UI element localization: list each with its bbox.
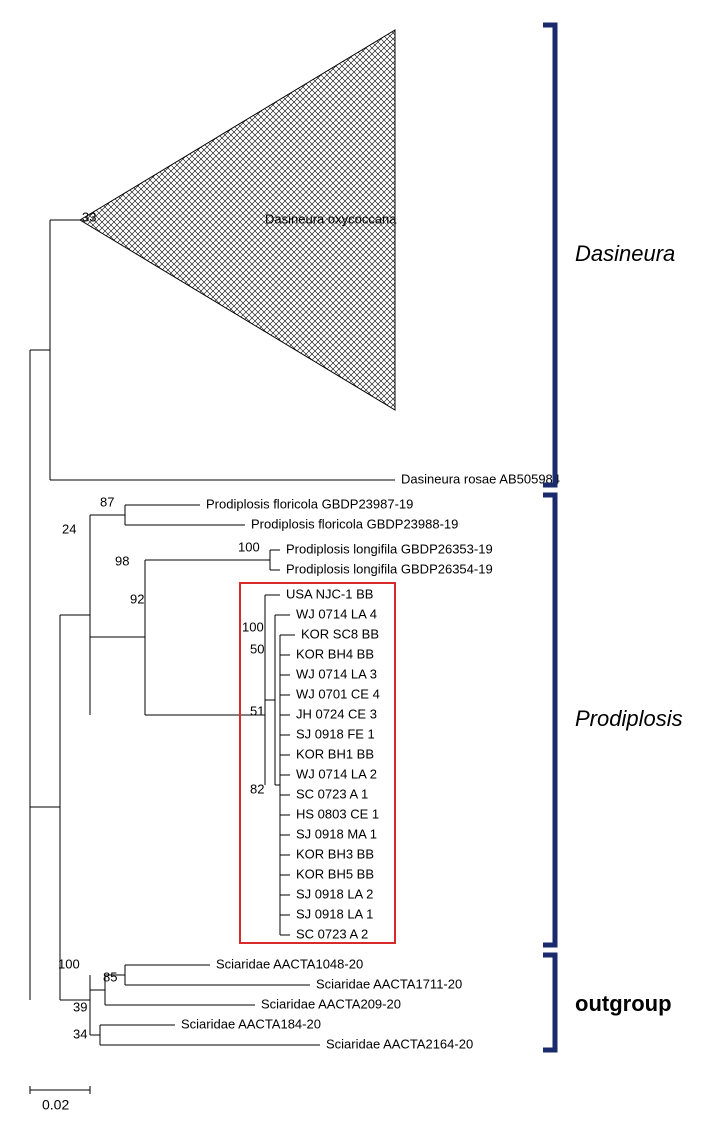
svg-text:100: 100	[242, 619, 264, 634]
svg-text:50: 50	[250, 641, 264, 656]
svg-text:98: 98	[115, 553, 129, 568]
svg-text:100: 100	[58, 956, 80, 971]
group-bracket	[543, 25, 555, 485]
tip-label: SJ 0918 MA 1	[296, 826, 377, 841]
tip-label: HS 0803 CE 1	[296, 806, 379, 821]
tip-label: SJ 0918 LA 2	[296, 886, 373, 901]
tip-label: JH 0724 CE 3	[296, 706, 377, 721]
tip-label: USA NJC-1 BB	[286, 586, 373, 601]
group-label: Prodiplosis	[575, 706, 683, 731]
svg-text:39: 39	[73, 999, 87, 1014]
svg-text:Dasineura oxycoccana: Dasineura oxycoccana	[265, 211, 397, 226]
tip-label: Dasineura rosae AB505984	[401, 471, 560, 486]
tip-label: KOR BH4 BB	[296, 646, 374, 661]
svg-text:34: 34	[73, 1026, 87, 1041]
tip-label: Sciaridae AACTA1711-20	[316, 976, 462, 991]
tip-label: Prodiplosis floricola GBDP23988-19	[251, 516, 458, 531]
group-label: outgroup	[575, 991, 672, 1016]
svg-text:92: 92	[130, 591, 144, 606]
tip-label: SJ 0918 FE 1	[296, 726, 375, 741]
tip-label: WJ 0714 LA 3	[296, 666, 377, 681]
group-bracket	[543, 495, 555, 945]
group-bracket	[543, 955, 555, 1050]
tip-label: Prodiplosis floricola GBDP23987-19	[206, 496, 413, 511]
svg-text:87: 87	[100, 494, 114, 509]
tip-label: Sciaridae AACTA2164-20	[326, 1036, 473, 1051]
svg-text:33: 33	[82, 209, 96, 224]
phylogenetic-tree: Dasineura oxycoccana 33 24 87 98 100 92 100 50 51…	[0, 0, 728, 1136]
svg-text:82: 82	[250, 781, 264, 796]
svg-text:100: 100	[238, 539, 260, 554]
tip-label: SJ 0918 LA 1	[296, 906, 373, 921]
tip-label: KOR BH3 BB	[296, 846, 374, 861]
tip-label: KOR BH5 BB	[296, 866, 374, 881]
tip-label: Sciaridae AACTA209-20	[261, 996, 401, 1011]
tip-label: Prodiplosis longifila GBDP26353-19	[286, 541, 493, 556]
tip-label: KOR BH1 BB	[296, 746, 374, 761]
tip-label: KOR SC8 BB	[301, 626, 379, 641]
tip-label: WJ 0714 LA 2	[296, 766, 377, 781]
svg-text:51: 51	[250, 703, 264, 718]
svg-text:24: 24	[62, 521, 76, 536]
tip-label: WJ 0701 CE 4	[296, 686, 380, 701]
scale-bar-label: 0.02	[42, 1097, 69, 1113]
tip-label: Prodiplosis longifila GBDP26354-19	[286, 561, 493, 576]
tip-label: Sciaridae AACTA184-20	[181, 1016, 321, 1031]
tip-label: SC 0723 A 1	[296, 786, 368, 801]
group-label: Dasineura	[575, 241, 675, 266]
tip-label: SC 0723 A 2	[296, 926, 368, 941]
tip-label: Sciaridae AACTA1048-20	[216, 956, 363, 971]
tip-label: WJ 0714 LA 4	[296, 606, 377, 621]
